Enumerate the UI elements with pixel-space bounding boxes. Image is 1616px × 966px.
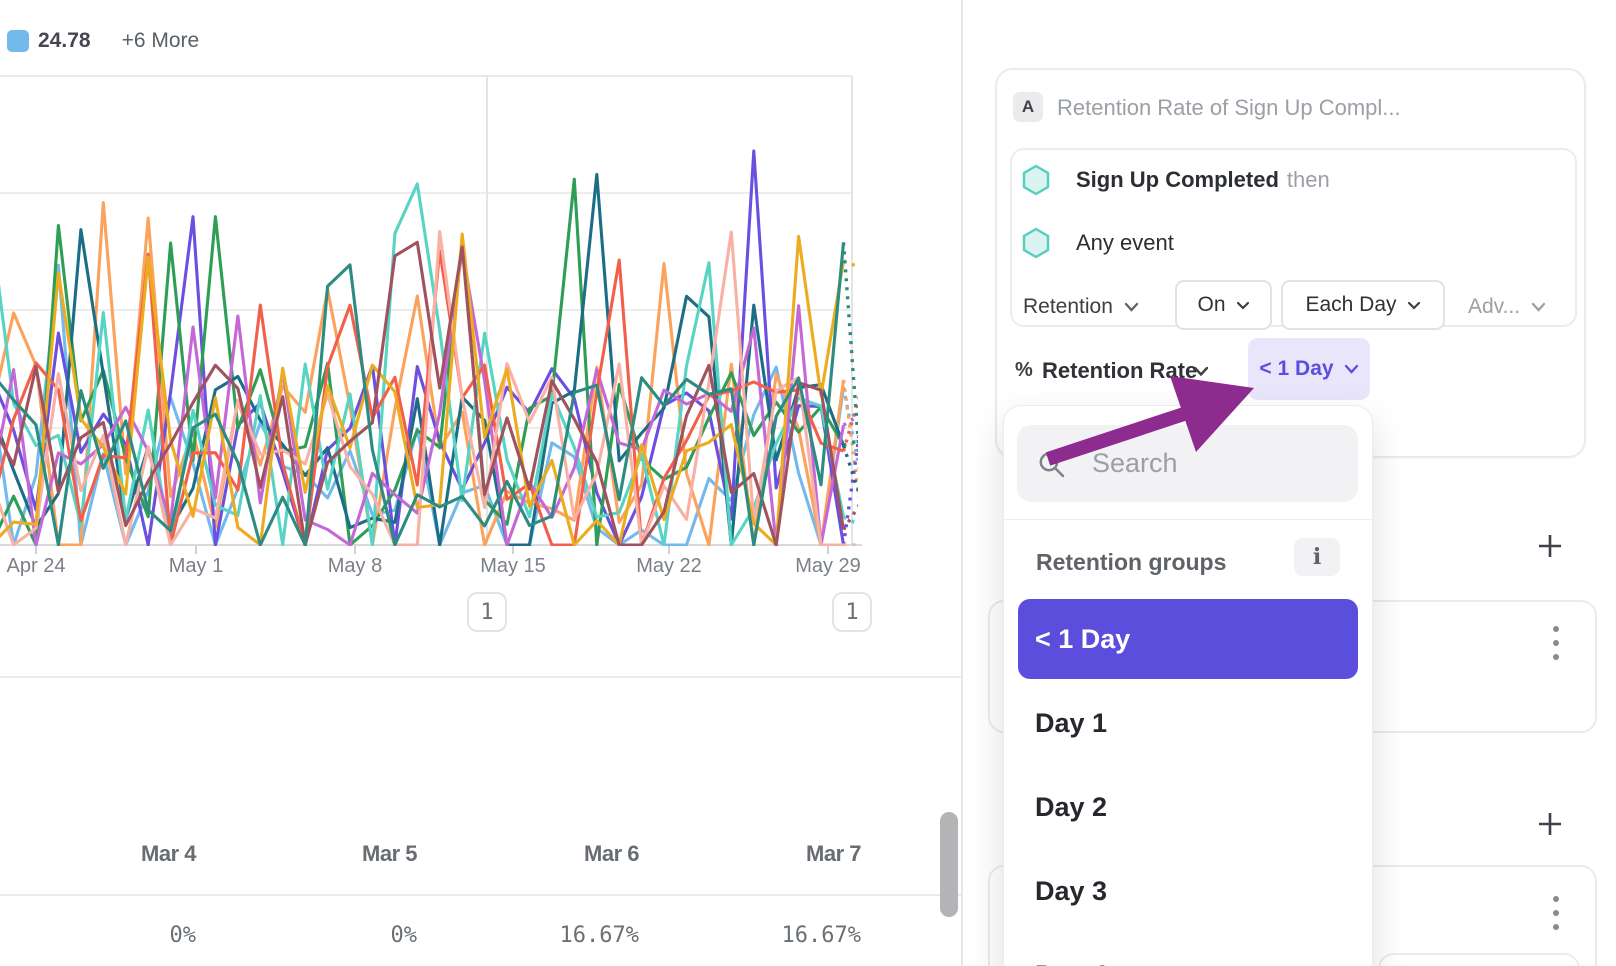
hexagon-event-icon — [1022, 164, 1050, 196]
interval-dropdown[interactable]: < 1 Day — [1248, 338, 1370, 400]
legend-more-button[interactable]: +6 More — [121, 29, 200, 52]
chevron-down-icon — [1236, 301, 1249, 310]
add-metric-button[interactable] — [1536, 810, 1564, 838]
section-divider — [0, 676, 961, 678]
retention-groups-label: Retention groups — [1036, 549, 1227, 575]
table-column-header[interactable]: Mar 4 — [141, 841, 196, 866]
inner-card-fragment — [1378, 953, 1580, 966]
x-axis-tick-label: May 8 — [327, 555, 383, 577]
event2-label[interactable]: Any event — [1076, 230, 1174, 255]
chevron-down-icon — [1124, 302, 1139, 312]
chevron-down-icon[interactable] — [1193, 366, 1209, 377]
retention-line-chart[interactable] — [0, 0, 962, 600]
annotation-gridline — [486, 76, 488, 545]
legend-swatch[interactable] — [7, 30, 29, 52]
chart-annotation-badge[interactable]: 1 — [467, 592, 507, 632]
table-column-header[interactable]: Mar 5 — [362, 841, 417, 866]
hexagon-event-icon — [1022, 227, 1050, 259]
event1-suffix: then — [1286, 167, 1330, 192]
annotation-gridline — [851, 76, 853, 545]
chevron-down-icon — [1407, 301, 1420, 310]
chart-top-border — [0, 75, 852, 77]
event-name: Sign Up Completed then — [1076, 167, 1330, 193]
vertical-scrollbar[interactable] — [940, 812, 958, 917]
event-row-2[interactable]: Any event — [1022, 227, 1174, 259]
kebab-menu-icon[interactable] — [1551, 896, 1561, 930]
retention-dropdown-label: Retention — [1023, 295, 1113, 318]
chart-legend: 24.78 +6 More — [7, 28, 199, 54]
x-axis-tick-label: Apr 24 — [6, 555, 66, 577]
table-cell-value[interactable]: 0% — [390, 923, 418, 948]
add-metric-button[interactable] — [1536, 532, 1564, 560]
chevron-down-icon — [1531, 302, 1546, 312]
advanced-dropdown[interactable]: Adv... — [1468, 288, 1546, 326]
x-axis-tick — [668, 546, 670, 554]
chart-annotation-badge[interactable]: 1 — [832, 592, 872, 632]
table-column-header[interactable]: Mar 7 — [806, 841, 861, 866]
query-card-title[interactable]: Retention Rate of Sign Up Compl... — [1057, 95, 1401, 120]
x-axis-tick-label: May 29 — [795, 555, 861, 577]
dropdown-item[interactable]: Day 3 — [1035, 875, 1108, 906]
table-cell-value[interactable]: 16.67% — [559, 923, 639, 948]
dropdown-divider — [1004, 519, 1372, 520]
dropdown-item-selected[interactable]: < 1 Day — [1018, 599, 1358, 679]
event-module-card — [1010, 148, 1577, 327]
retention-dropdown[interactable]: Retention — [1023, 288, 1139, 326]
dropdown-item[interactable]: Day 4 — [1018, 935, 1358, 966]
dropdown-item[interactable]: Day 2 — [1035, 791, 1108, 822]
gridline — [0, 309, 852, 311]
table-cell-value[interactable]: 0% — [169, 923, 197, 948]
x-axis-tick — [195, 546, 197, 554]
search-input[interactable]: Search — [1017, 425, 1358, 502]
x-axis-tick — [35, 546, 37, 554]
percent-symbol: % — [1015, 359, 1033, 381]
x-axis-tick-label: May 22 — [636, 555, 702, 577]
x-axis-tick — [512, 546, 514, 554]
table-cell-value[interactable]: 16.67% — [781, 923, 861, 948]
plus-icon — [1539, 813, 1561, 835]
event-row-1[interactable]: Sign Up Completed then — [1022, 164, 1330, 196]
annotation-arrow — [1045, 376, 1254, 466]
interval-dropdown-label: < 1 Day — [1259, 357, 1334, 380]
advanced-dropdown-label: Adv... — [1468, 295, 1521, 318]
table-divider — [0, 894, 961, 896]
query-letter-badge: A — [1013, 92, 1043, 122]
legend-value[interactable]: 24.78 — [38, 29, 91, 52]
kebab-menu-icon[interactable] — [1551, 626, 1561, 660]
x-axis-tick — [827, 546, 829, 554]
each-day-dropdown-label: Each Day — [1305, 293, 1397, 316]
x-axis-tick — [354, 546, 356, 554]
each-day-dropdown[interactable]: Each Day — [1281, 280, 1445, 330]
event1-label[interactable]: Sign Up Completed — [1076, 167, 1279, 192]
table-column-header[interactable]: Mar 6 — [584, 841, 639, 866]
x-axis-tick-label: May 15 — [480, 555, 546, 577]
x-axis-tick-label: May 1 — [168, 555, 224, 577]
x-axis-line — [0, 544, 862, 546]
search-placeholder: Search — [1092, 448, 1178, 478]
info-icon[interactable]: i — [1294, 538, 1340, 576]
chevron-down-icon — [1344, 364, 1358, 374]
on-dropdown-label: On — [1197, 293, 1226, 316]
dropdown-item[interactable]: Day 1 — [1035, 707, 1108, 738]
gridline — [0, 192, 852, 194]
plus-icon — [1539, 535, 1561, 557]
on-dropdown[interactable]: On — [1175, 280, 1272, 330]
panel-divider — [961, 0, 963, 966]
